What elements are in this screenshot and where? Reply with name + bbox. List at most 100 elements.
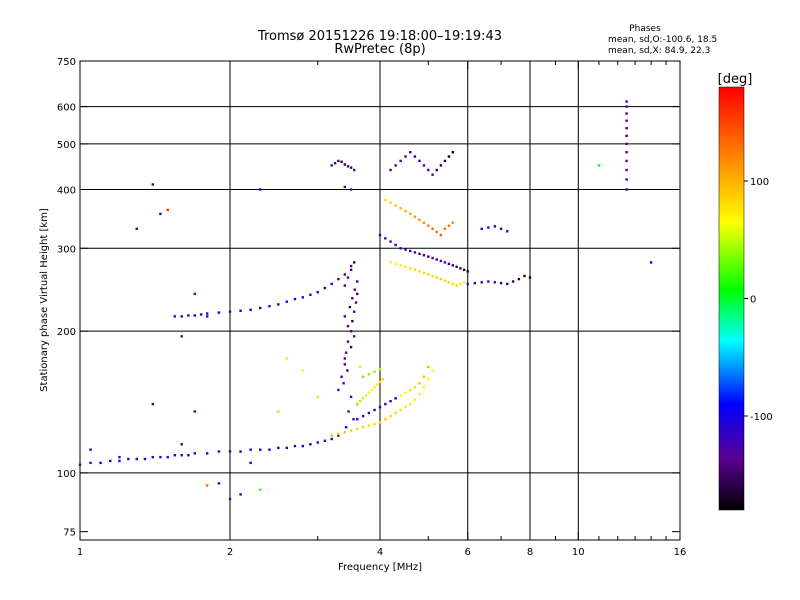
data-point xyxy=(413,215,417,218)
data-point xyxy=(337,432,340,436)
data-point xyxy=(480,281,483,284)
data-point xyxy=(346,276,350,279)
data-point xyxy=(399,408,402,412)
data-point xyxy=(352,418,355,421)
data-point xyxy=(199,313,203,316)
phases-title: Phases xyxy=(629,24,661,34)
grid xyxy=(80,61,680,540)
data-point xyxy=(493,281,497,284)
data-point xyxy=(389,201,392,204)
data-point xyxy=(239,309,242,312)
data-point xyxy=(394,204,397,207)
data-point xyxy=(217,482,221,485)
data-point xyxy=(625,178,628,181)
data-point xyxy=(180,315,183,318)
data-point xyxy=(367,424,371,427)
x-tick-label: 6 xyxy=(465,547,471,558)
data-point xyxy=(349,329,353,333)
data-point xyxy=(418,270,421,273)
data-point xyxy=(347,410,350,413)
data-point xyxy=(333,161,337,165)
data-point xyxy=(378,368,382,371)
data-point xyxy=(343,363,347,366)
data-point xyxy=(351,319,354,323)
data-point xyxy=(285,357,288,360)
data-point xyxy=(422,386,426,389)
data-point xyxy=(422,254,426,257)
data-point xyxy=(625,105,628,108)
data-point xyxy=(346,369,349,372)
data-point xyxy=(443,261,447,264)
data-point xyxy=(473,281,477,285)
data-point xyxy=(355,418,359,421)
data-point xyxy=(193,452,197,455)
x-tick-label: 10 xyxy=(572,547,585,558)
data-point xyxy=(511,280,515,283)
data-point xyxy=(316,291,319,294)
data-point xyxy=(422,221,426,224)
data-point xyxy=(466,270,469,273)
data-point xyxy=(480,227,483,231)
data-point xyxy=(337,159,340,163)
data-point xyxy=(344,351,348,354)
data-point xyxy=(349,264,353,268)
x-axis-label: Frequency [MHz] xyxy=(338,562,422,573)
data-point xyxy=(431,369,434,372)
data-point xyxy=(381,378,384,381)
data-point xyxy=(361,414,365,418)
data-point xyxy=(259,448,262,451)
data-point xyxy=(193,410,197,413)
scatter-points xyxy=(78,100,653,501)
data-point xyxy=(143,457,147,461)
data-point xyxy=(217,450,221,453)
data-point xyxy=(118,455,121,459)
data-point xyxy=(373,386,376,389)
data-point xyxy=(343,431,347,434)
data-point xyxy=(404,405,407,409)
data-point xyxy=(431,173,434,176)
data-point xyxy=(352,310,356,313)
y-tick-label: 600 xyxy=(57,103,76,114)
data-point xyxy=(301,296,305,299)
data-point xyxy=(340,375,343,378)
data-point xyxy=(399,247,402,250)
data-point xyxy=(505,230,509,233)
y-tick-label: 400 xyxy=(57,185,76,196)
data-point xyxy=(447,262,451,266)
data-point xyxy=(493,225,497,228)
data-point xyxy=(277,410,280,413)
colorbar-tick-label: 100 xyxy=(750,177,769,188)
data-point xyxy=(355,427,359,431)
data-point xyxy=(451,221,455,224)
data-point xyxy=(466,282,469,286)
data-point xyxy=(409,388,412,392)
data-point xyxy=(309,293,312,296)
data-point xyxy=(418,252,421,256)
data-point xyxy=(427,255,430,258)
data-point xyxy=(349,188,353,191)
data-point xyxy=(443,227,447,231)
data-point xyxy=(249,448,252,451)
data-point xyxy=(517,277,521,281)
data-point xyxy=(487,226,490,229)
data-point xyxy=(151,183,155,186)
data-point xyxy=(205,484,209,487)
data-point xyxy=(431,227,434,231)
data-point xyxy=(355,292,359,296)
data-point xyxy=(166,208,169,212)
data-point xyxy=(343,284,347,287)
x-tick-label: 16 xyxy=(674,547,687,558)
data-point xyxy=(205,315,209,318)
data-point xyxy=(205,452,209,455)
data-point xyxy=(343,163,347,166)
data-point xyxy=(346,165,350,168)
data-point xyxy=(228,497,232,501)
data-point xyxy=(404,209,407,213)
data-point xyxy=(625,159,628,163)
data-point xyxy=(389,261,392,264)
data-point xyxy=(354,301,358,304)
data-point xyxy=(455,284,458,287)
data-point xyxy=(217,311,221,314)
data-point xyxy=(427,273,430,276)
